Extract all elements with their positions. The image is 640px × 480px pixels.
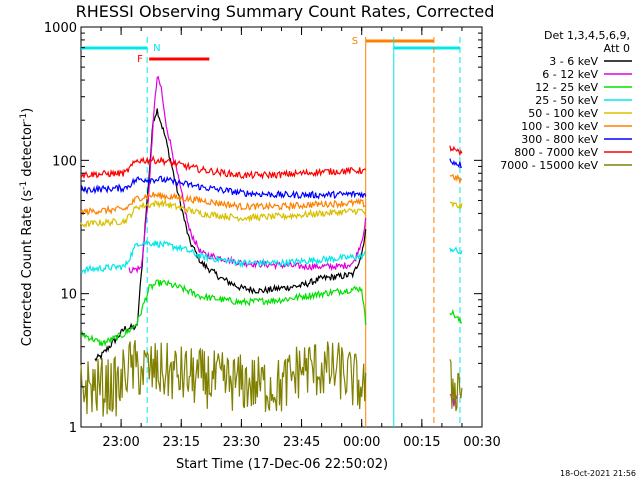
y-axis-label-main: Corrected Count Rate (s [20, 190, 35, 347]
annotation-F: F [137, 54, 143, 65]
x-tick-label: 23:45 [283, 435, 320, 450]
legend-label: 7000 - 15000 keV [500, 159, 598, 172]
series-line-7 [449, 145, 463, 157]
annotation-N: N [153, 43, 160, 54]
y-axis-ticks: 1 10 100 1000 [44, 21, 482, 436]
y-axis-label-tail: detector [20, 121, 35, 181]
series-line-4 [80, 198, 367, 229]
legend-label: 6 - 12 keV [542, 68, 598, 81]
x-tick-label: 00:30 [463, 435, 500, 450]
series-line-2 [80, 279, 367, 347]
legend-label: 50 - 100 keV [528, 107, 598, 120]
series-line-7 [80, 155, 367, 180]
legend-label: 300 - 800 keV [521, 133, 598, 146]
x-tick-label: 23:00 [102, 435, 139, 450]
event-markers [146, 37, 461, 427]
series-line-8 [449, 359, 463, 412]
x-tick-label: 00:00 [343, 435, 380, 450]
series-line-8 [80, 340, 367, 417]
legend-label: 3 - 6 keV [549, 55, 598, 68]
date-stamp: 18-Oct-2021 21:56 [560, 469, 636, 478]
series-line-6 [80, 175, 367, 200]
series-line-5 [80, 191, 367, 216]
y-tick-label: 1 [69, 421, 77, 436]
x-tick-label: 23:15 [163, 435, 200, 450]
series-line-3 [80, 239, 367, 275]
y-tick-label: 10 [60, 288, 77, 303]
chart-title: RHESSI Observing Summary Count Rates, Co… [76, 2, 495, 21]
legend-label: 800 - 7000 keV [514, 146, 598, 159]
y-axis-label-end: ) [20, 108, 35, 113]
series-line-6 [449, 158, 462, 169]
legend-label: 100 - 300 keV [521, 120, 598, 133]
series-line-5 [449, 173, 463, 185]
series-line-4 [449, 201, 463, 209]
x-axis-ticks: 23:00 23:15 23:30 23:45 00:00 00:15 00:30 [80, 27, 501, 450]
y-tick-label: 1000 [44, 21, 77, 36]
series-line-0 [94, 108, 367, 362]
legend-label: 12 - 25 keV [535, 81, 598, 94]
y-axis-label: Corrected Count Rate (s-1 detector-1) [19, 108, 35, 346]
status-bars [81, 39, 460, 61]
annotations: NF S [137, 36, 358, 65]
series-line-3 [449, 246, 463, 255]
series-lines [80, 75, 463, 417]
x-tick-label: 23:30 [223, 435, 260, 450]
x-tick-label: 00:15 [403, 435, 440, 450]
y-tick-label: 100 [52, 154, 77, 169]
y-axis-label-sup: -1 [19, 181, 29, 190]
legend-title-line-1: Det 1,3,4,5,6,9, [544, 29, 630, 42]
y-axis-label-sup-2: -1 [19, 113, 29, 122]
series-line-2 [449, 308, 462, 324]
x-axis-label: Start Time (17-Dec-06 22:50:02) [176, 457, 388, 472]
legend-title-line-2: Att 0 [604, 42, 630, 55]
annotation-S: S [352, 36, 358, 47]
legend-label: 25 - 50 keV [535, 94, 598, 107]
